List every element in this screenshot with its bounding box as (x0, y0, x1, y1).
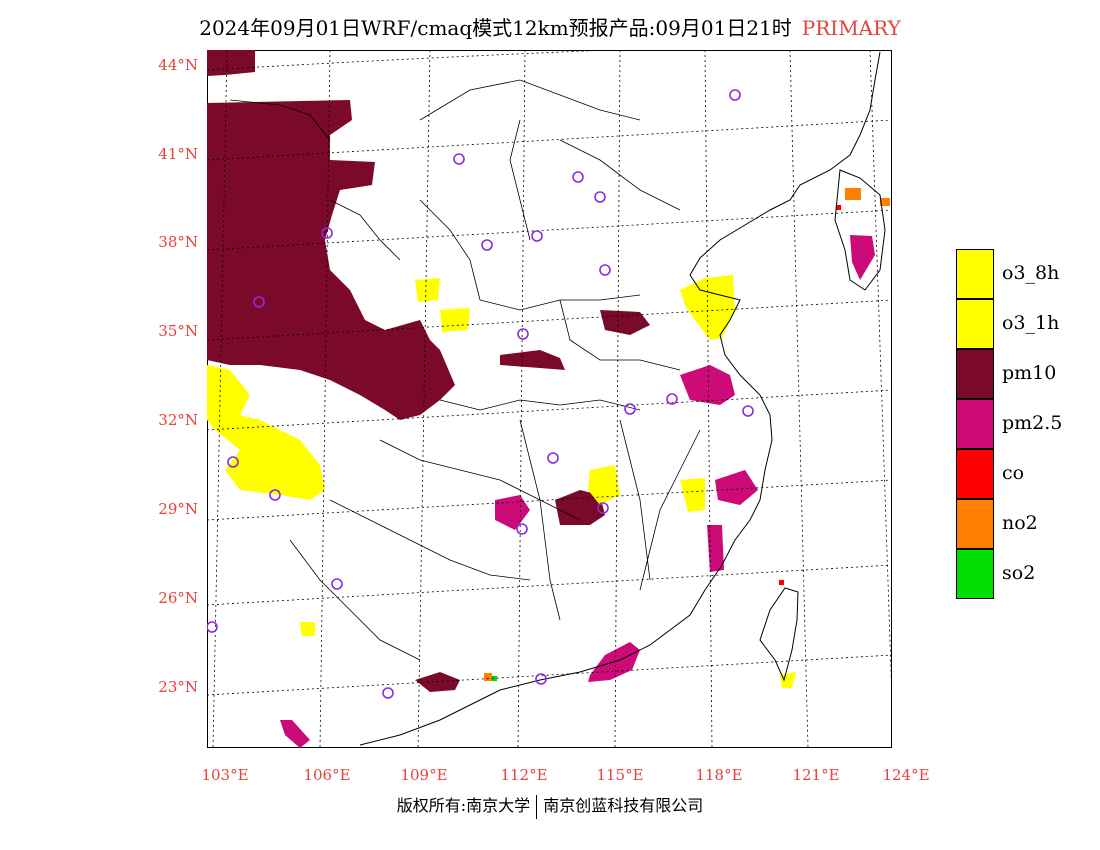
lat-label-38n: 38°N (158, 233, 198, 251)
legend-swatch (956, 549, 994, 599)
o3-region-sd (680, 275, 735, 340)
no2-speck-ne (845, 188, 861, 200)
lat-label-29n: 29°N (158, 500, 198, 518)
legend-label: o3_8h (1002, 262, 1060, 284)
lat-label-26n: 26°N (158, 589, 198, 607)
legend-label: co (1002, 462, 1025, 484)
legend-swatch (956, 349, 994, 399)
o3-region-sx (415, 278, 440, 302)
legend-label: pm10 (1002, 362, 1057, 384)
pm25-region-east (680, 365, 735, 405)
city-markers (207, 89, 754, 699)
legend-swatch (956, 449, 994, 499)
lon-label-106e: 106°E (303, 766, 351, 784)
lat-label-32n: 32°N (158, 411, 198, 429)
lon-label-124e: 124°E (882, 766, 930, 784)
copyright-left: 版权所有:南京大学 (396, 796, 531, 815)
lon-label-115e: 115°E (596, 766, 644, 784)
legend-swatch (956, 299, 994, 349)
legend-swatch (956, 499, 994, 549)
pm10-region-center (500, 350, 565, 370)
o3-region-sc (207, 365, 325, 500)
lon-label-121e: 121°E (792, 766, 840, 784)
lon-label-103e: 103°E (201, 766, 249, 784)
copyright-footer: 版权所有:南京大学 南京创蓝科技有限公司 (0, 792, 1100, 819)
pm10-region-south (415, 672, 460, 692)
lat-label-44n: 44°N (158, 56, 198, 74)
o3-region-gx (300, 622, 315, 636)
o3-region-hn (440, 308, 470, 332)
korea-outline (834, 169, 886, 291)
pm25-region-yn (280, 720, 310, 748)
taiwan-outline (759, 587, 799, 682)
o3-region-jx (680, 478, 705, 512)
copyright-right: 南京创蓝科技有限公司 (543, 796, 704, 815)
pm10-region-north (207, 50, 255, 76)
pm25-region-fj (707, 525, 724, 572)
pm10-region-west (207, 100, 455, 420)
legend-label: so2 (1002, 562, 1036, 584)
o3-region-hb (588, 465, 620, 505)
no2-speck-gd (484, 673, 492, 681)
pm25-region-center (495, 495, 530, 530)
no2-speck-ne2 (880, 198, 890, 206)
primary-tag: PRIMARY (801, 16, 901, 40)
co-speck-ne (836, 205, 841, 210)
lat-label-23n: 23°N (158, 678, 198, 696)
legend-label: o3_1h (1002, 312, 1060, 334)
lon-label-112e: 112°E (500, 766, 548, 784)
legend-swatch (956, 399, 994, 449)
co-speck-fj (779, 580, 784, 585)
legend-label: no2 (1002, 512, 1038, 534)
legend-swatch (956, 249, 994, 299)
lon-label-109e: 109°E (400, 766, 448, 784)
o3-region-tw-south (780, 672, 796, 688)
map-title: 2024年09月01日WRF/cmaq模式12km预报产品:09月01日21时 P… (0, 12, 1100, 41)
title-text: 2024年09月01日WRF/cmaq模式12km预报产品:09月01日21时 (199, 16, 792, 40)
pm10-region-sc (600, 310, 650, 335)
pm25-region-jx (715, 470, 758, 505)
pm25-region-ne (850, 235, 875, 280)
legend-label: pm2.5 (1002, 412, 1063, 434)
graticule (207, 50, 892, 748)
lon-label-118e: 118°E (695, 766, 743, 784)
so2-speck-gd (492, 676, 497, 681)
coastline (359, 51, 881, 746)
province-borders (229, 79, 701, 661)
footer-divider (536, 794, 538, 819)
lat-label-41n: 41°N (158, 145, 198, 163)
lat-label-35n: 35°N (158, 322, 198, 340)
